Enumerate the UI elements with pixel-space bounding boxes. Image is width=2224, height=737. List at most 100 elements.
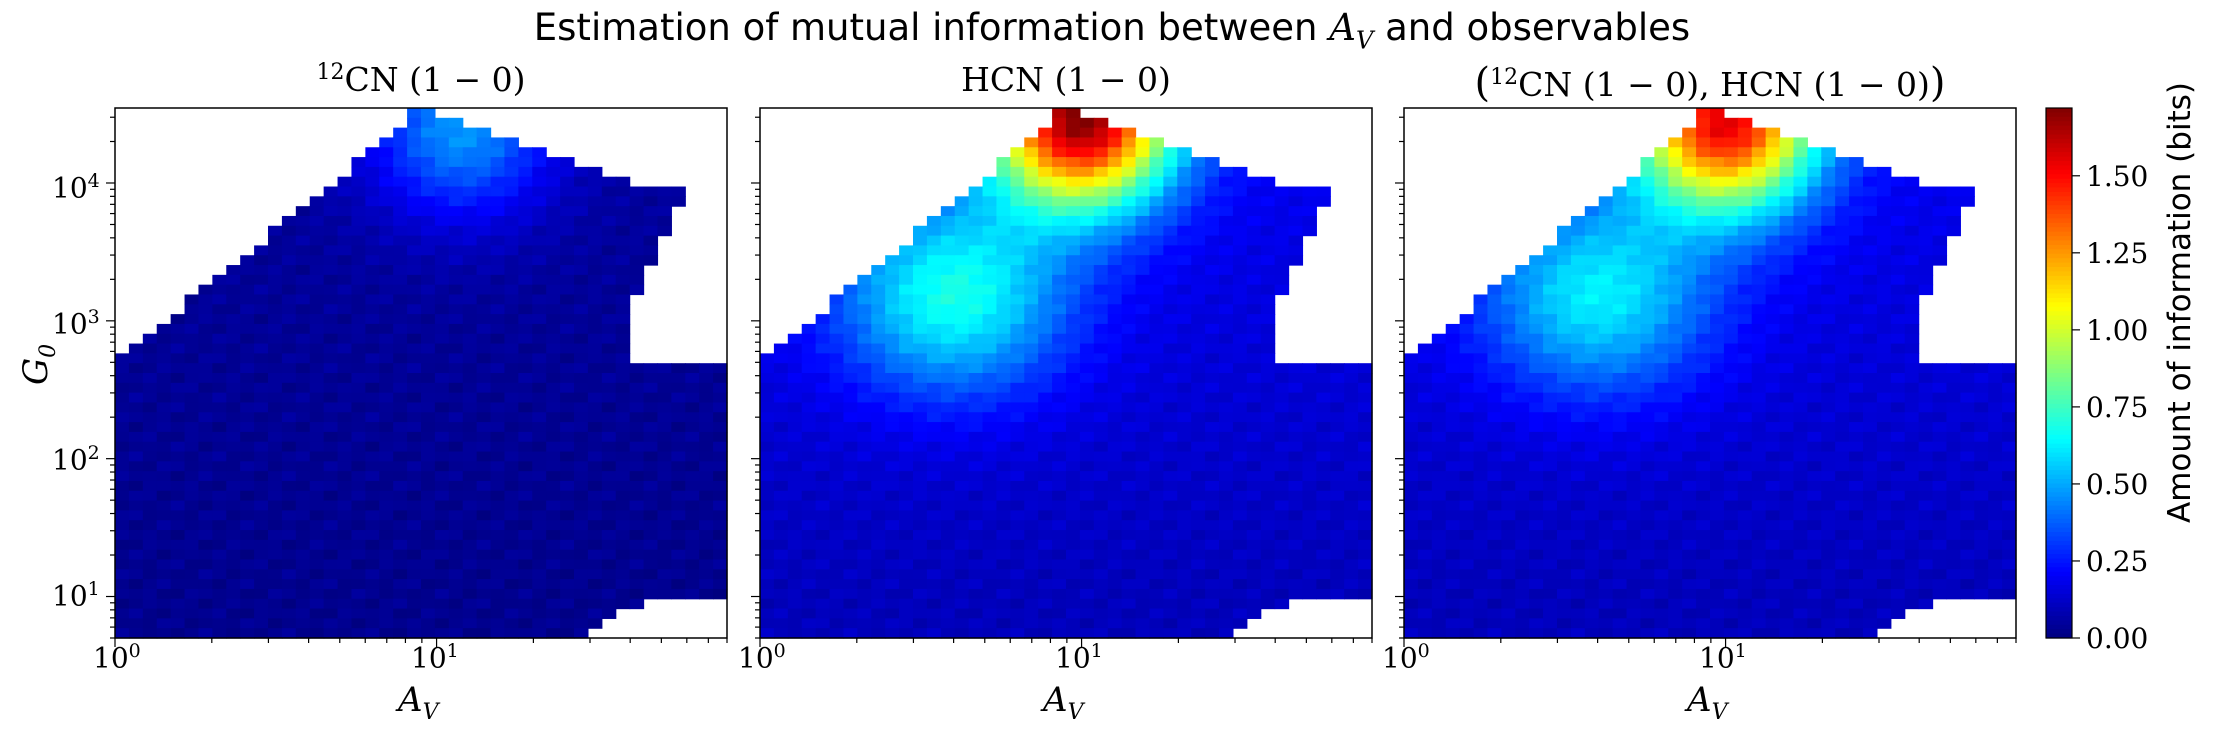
heatmap-cell — [1066, 343, 1081, 354]
heatmap-cell — [184, 333, 200, 345]
heatmap-cell — [337, 412, 353, 423]
heatmap-cell — [1038, 137, 1053, 148]
heatmap-cell — [1737, 255, 1753, 266]
heatmap-cell — [1330, 549, 1345, 561]
heatmap-cell — [1682, 628, 1697, 639]
heatmap-cell — [1010, 147, 1025, 158]
heatmap-cell — [926, 579, 942, 590]
heatmap-cell — [365, 392, 380, 404]
heatmap-cell — [546, 166, 561, 178]
heatmap-cell — [601, 323, 617, 335]
heatmap-cell — [1191, 549, 1206, 561]
heatmap-cell — [254, 628, 269, 639]
heatmap-cell — [1431, 579, 1447, 590]
heatmap-cell — [240, 549, 255, 561]
heatmap-cell — [462, 245, 478, 256]
heatmap-cell — [198, 284, 213, 296]
heatmap-cell — [1191, 490, 1206, 502]
heatmap-cell — [643, 245, 659, 256]
heatmap-cell — [968, 441, 984, 453]
heatmap-cell — [448, 402, 464, 413]
heatmap-cell — [142, 500, 158, 511]
heatmap-cell — [1260, 490, 1276, 502]
heatmap-cell — [773, 422, 789, 433]
heatmap-cell — [476, 137, 492, 148]
heatmap-cell — [268, 579, 283, 590]
heatmap-cell — [843, 480, 858, 492]
heatmap-cell — [128, 569, 144, 580]
heatmap-cell — [448, 549, 464, 561]
heatmap-cell — [1668, 520, 1683, 531]
heatmap-cell — [1723, 284, 1739, 296]
heatmap-cell — [1330, 402, 1345, 413]
heatmap-cell — [1710, 480, 1725, 492]
heatmap-cell — [421, 363, 436, 374]
heatmap-cell — [982, 235, 998, 246]
heatmap-cell — [1737, 304, 1753, 315]
heatmap-cell — [560, 539, 575, 551]
heatmap-cell — [871, 294, 886, 305]
heatmap-cell — [982, 402, 998, 413]
heatmap-cell — [1038, 353, 1053, 364]
heatmap-cell — [295, 323, 311, 335]
heatmap-cell — [643, 196, 659, 207]
heatmap-cell — [546, 422, 561, 433]
heatmap-cell — [407, 539, 422, 551]
heatmap-cell — [281, 353, 297, 364]
heatmap-cell — [1501, 402, 1516, 413]
heatmap-cell — [1024, 480, 1039, 492]
heatmap-cell — [1417, 343, 1433, 354]
heatmap-cell — [1177, 215, 1192, 227]
heatmap-cell — [1710, 490, 1725, 502]
heatmap-cell — [1765, 255, 1781, 266]
heatmap-cell — [365, 206, 380, 217]
heatmap-cell — [295, 608, 311, 619]
heatmap-cell — [504, 608, 519, 619]
heatmap-cell — [1066, 510, 1081, 521]
heatmap-cell — [421, 373, 436, 384]
heatmap-cell — [1052, 382, 1067, 394]
heatmap-cell — [1107, 530, 1123, 541]
heatmap-cell — [1066, 274, 1081, 286]
heatmap-cell — [699, 431, 714, 443]
heatmap-cell — [1765, 530, 1781, 541]
heatmap-cell — [476, 588, 492, 600]
heatmap-cell — [954, 628, 970, 639]
heatmap-cell — [198, 343, 213, 354]
heatmap-cell — [490, 343, 506, 354]
heatmap-cell — [1668, 265, 1683, 276]
heatmap-cell — [1149, 373, 1164, 384]
heatmap-cell — [1584, 539, 1600, 551]
heatmap-cell — [1557, 343, 1572, 354]
heatmap-cell — [1219, 402, 1234, 413]
heatmap-cell — [1710, 206, 1725, 217]
heatmap-cell — [1431, 490, 1447, 502]
heatmap-cell — [379, 353, 394, 364]
heatmap-cell — [1038, 588, 1053, 600]
heatmap-cell — [1246, 206, 1262, 217]
heatmap-cell — [1191, 441, 1206, 453]
heatmap-cell — [657, 402, 672, 413]
heatmap-cell — [1654, 608, 1669, 619]
heatmap-cell — [1696, 196, 1711, 207]
heatmap-cell — [1654, 412, 1669, 423]
heatmap-cell — [240, 412, 255, 423]
heatmap-cell — [156, 471, 172, 482]
heatmap-cell — [968, 461, 984, 472]
heatmap-cell — [407, 480, 422, 492]
heatmap-cell — [1344, 461, 1359, 472]
heatmap-cell — [615, 559, 631, 570]
heatmap-cell — [940, 510, 956, 521]
heatmap-cell — [574, 373, 589, 384]
heatmap-cell — [1260, 265, 1276, 276]
heatmap-cell — [476, 628, 492, 639]
heatmap-cell — [1612, 255, 1628, 266]
heatmap-cell — [1135, 314, 1151, 325]
heatmap-cell — [699, 569, 714, 580]
heatmap-cell — [913, 274, 928, 286]
heatmap-cell — [1696, 147, 1711, 158]
heatmap-cell — [1682, 520, 1697, 531]
heatmap-cell — [1177, 157, 1192, 168]
heatmap-cell — [1696, 412, 1711, 423]
heatmap-cell — [1205, 284, 1220, 296]
